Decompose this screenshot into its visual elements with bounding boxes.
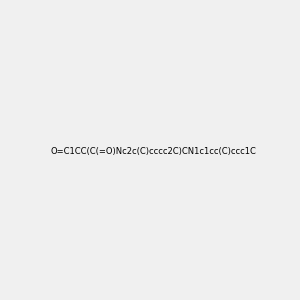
Text: O=C1CC(C(=O)Nc2c(C)cccc2C)CN1c1cc(C)ccc1C: O=C1CC(C(=O)Nc2c(C)cccc2C)CN1c1cc(C)ccc1… bbox=[51, 147, 257, 156]
